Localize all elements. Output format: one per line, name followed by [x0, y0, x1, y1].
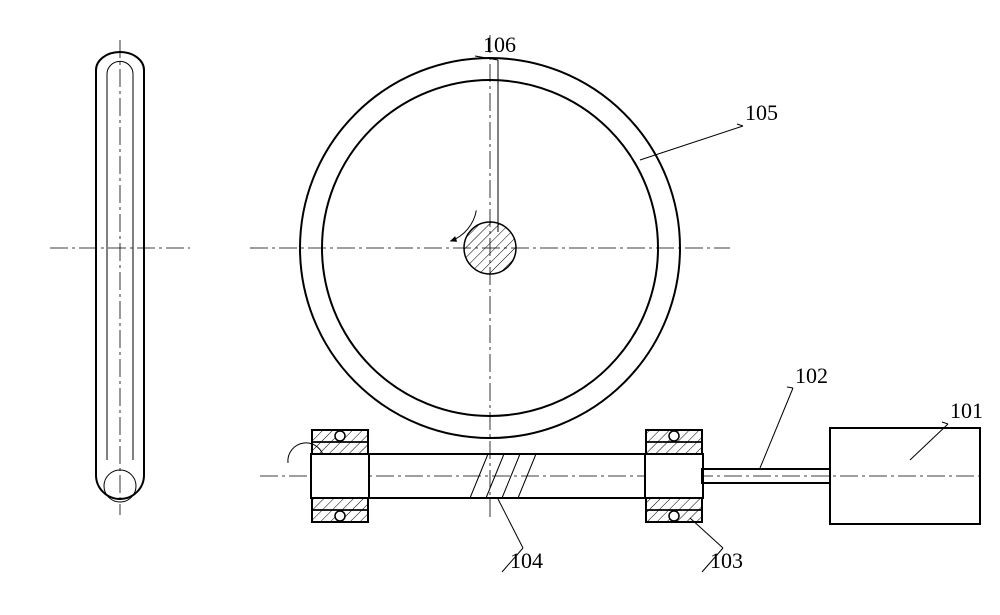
svg-text:105: 105 [745, 100, 778, 125]
svg-text:102: 102 [795, 363, 828, 388]
svg-text:101: 101 [950, 398, 983, 423]
svg-text:104: 104 [510, 548, 543, 573]
svg-text:103: 103 [710, 548, 743, 573]
svg-text:106: 106 [483, 32, 516, 57]
